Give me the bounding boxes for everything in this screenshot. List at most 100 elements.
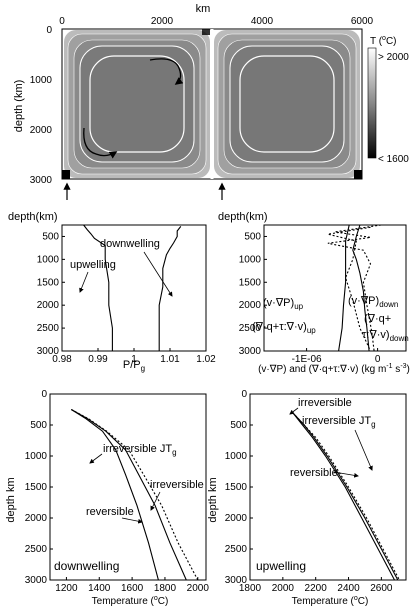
pressure-x-tick-label: 1.02 bbox=[196, 354, 216, 365]
top-x-tick-1: 2000 bbox=[151, 16, 174, 27]
top-y-tick-1: 1000 bbox=[30, 75, 53, 86]
annotation-vp-down: (v·∇P) bbox=[348, 295, 379, 307]
down-y-tick-label: 500 bbox=[30, 420, 47, 431]
up-series-reversible bbox=[292, 412, 395, 581]
up-y-tick-label: 1000 bbox=[225, 451, 248, 462]
up-annotation-irrev-jt: irreversible JT bbox=[302, 415, 371, 427]
terms-y-tick-label: 1000 bbox=[239, 254, 262, 265]
down-x-tick-label: 1200 bbox=[55, 583, 78, 594]
terms-series-v-p-up bbox=[338, 224, 350, 352]
terms-series-v-p-down bbox=[352, 224, 370, 352]
pressure-x-tick-label: 1.01 bbox=[160, 354, 180, 365]
down-y-tick-label: 2500 bbox=[25, 544, 48, 555]
top-x-tick-3: 6000 bbox=[351, 16, 374, 27]
terms-x-tick-label: -1E-06 bbox=[292, 354, 322, 365]
up-y-tick-label: 0 bbox=[241, 389, 247, 400]
terms-y-tick-label: 500 bbox=[244, 231, 261, 242]
down-y-tick-label: 1000 bbox=[25, 451, 48, 462]
pressure-series-downwelling bbox=[158, 226, 182, 351]
up-corner-label: upwelling bbox=[256, 559, 306, 573]
colorbar-min-label: < 1600 bbox=[378, 154, 409, 165]
down-series-reversible bbox=[71, 409, 159, 581]
up-annotation-irrev: irreversible bbox=[298, 397, 352, 409]
svg-text:τ:∇·v)down: τ:∇·v)down bbox=[362, 329, 409, 343]
pressure-x-axis-label: P/P bbox=[123, 359, 141, 371]
annotation-downwelling: downwelling bbox=[100, 238, 160, 250]
svg-text:(v·∇P) and (∇·q+τ:∇·v) (kg m-1: (v·∇P) and (∇·q+τ:∇·v) (kg m-1 s-3) bbox=[258, 363, 410, 375]
down-x-tick-label: 2000 bbox=[187, 583, 210, 594]
pressure-y-tick-label: 3000 bbox=[37, 346, 60, 357]
annotation-dq-down-1: (∇·q+ bbox=[364, 313, 391, 325]
svg-text:T (oC): T (oC) bbox=[370, 35, 397, 47]
terms-x-axis-label: (v·∇P) and (∇·q+τ:∇·v) (kg m bbox=[258, 364, 386, 375]
annotation-upwelling: upwelling bbox=[70, 259, 116, 271]
down-corner-label: downwelling bbox=[54, 559, 119, 573]
down-series-irreversible bbox=[71, 409, 187, 581]
up-x-tick-label: 2600 bbox=[370, 583, 393, 594]
top-y-tick-3: 3000 bbox=[30, 175, 53, 186]
up-y-axis-label: depth km bbox=[207, 477, 219, 522]
top-y-axis-label: depth (km) bbox=[13, 80, 25, 133]
down-x-axis-label: Temperature ( bbox=[92, 596, 155, 607]
pressure-x-tick-label: 0.99 bbox=[88, 354, 108, 365]
colorbar-max-label: > 2000 bbox=[378, 52, 409, 63]
down-y-tick-label: 3000 bbox=[25, 575, 48, 586]
down-y-axis-label: depth km bbox=[5, 477, 17, 522]
temperature-field-panel: km 0 2000 4000 6000 depth (km) 0 1000 20… bbox=[13, 3, 409, 200]
upwelling-temperature-panel: depth km 0 500 1000 1500 2000 2500 3000 1800 20… bbox=[207, 389, 407, 607]
up-x-tick-label: 2400 bbox=[337, 583, 360, 594]
terms-y-axis-label: depth(km) bbox=[218, 211, 268, 223]
up-x-tick-label: 2000 bbox=[272, 583, 295, 594]
down-annotation-irrev-jt: irreversible JT bbox=[103, 443, 172, 455]
annotation-vp-up: (v·∇P) bbox=[263, 297, 294, 309]
down-x-tick-label: 1400 bbox=[88, 583, 111, 594]
down-x-tick-label: 1800 bbox=[154, 583, 177, 594]
up-y-tick-label: 500 bbox=[230, 420, 247, 431]
top-x-tick-2: 4000 bbox=[251, 16, 274, 27]
terms-y-tick-label: 2000 bbox=[239, 300, 262, 311]
svg-text:irreversible JTg: irreversible JTg bbox=[103, 443, 177, 457]
top-x-axis-label: km bbox=[196, 3, 211, 15]
svg-text:P/Pg: P/Pg bbox=[123, 359, 145, 373]
svg-text:(v·∇P)up: (v·∇P)up bbox=[263, 297, 304, 311]
pressure-y-tick-label: 2000 bbox=[37, 300, 60, 311]
svg-text:(∇·q+τ:∇·v)up: (∇·q+τ:∇·v)up bbox=[252, 321, 316, 335]
pressure-y-tick-label: 1500 bbox=[37, 277, 60, 288]
up-series-irreversible bbox=[292, 412, 399, 581]
up-annotation-rev: reversible bbox=[290, 467, 338, 479]
up-y-tick-label: 3000 bbox=[225, 575, 248, 586]
svg-text:irreversible JTg: irreversible JTg bbox=[302, 415, 376, 429]
downwelling-temperature-panel: depth km 0 500 1000 1500 2000 2500 3000 1200 14… bbox=[5, 389, 209, 607]
pressure-x-tick-label: 0.98 bbox=[52, 354, 72, 365]
terms-axes-frame bbox=[263, 224, 407, 352]
terms-y-tick-label: 3000 bbox=[239, 346, 262, 357]
down-y-tick-label: 2000 bbox=[25, 513, 48, 524]
pressure-x-tick-label: 1 bbox=[131, 354, 137, 365]
colorbar-title: T ( bbox=[370, 36, 383, 47]
pressure-series-upwelling bbox=[83, 224, 113, 351]
top-y-tick-0: 0 bbox=[46, 25, 52, 36]
annotation-dq-down-2: τ:∇·v) bbox=[362, 329, 390, 341]
annotation-dq-up: (∇·q+τ:∇·v) bbox=[252, 321, 307, 333]
up-y-tick-label: 2500 bbox=[225, 544, 248, 555]
top-x-tick-0: 0 bbox=[59, 16, 65, 27]
terms-panel: depth(km) 500 1000 1500 2000 2500 3000 -1E-06… bbox=[218, 211, 410, 375]
down-y-tick-label: 1500 bbox=[25, 482, 48, 493]
pressure-y-tick-label: 1000 bbox=[37, 254, 60, 265]
terms-series-q-v-down bbox=[327, 224, 382, 352]
down-annotation-rev: reversible bbox=[86, 506, 134, 518]
top-y-tick-2: 2000 bbox=[30, 125, 53, 136]
terms-y-tick-label: 2500 bbox=[239, 323, 262, 334]
up-x-tick-label: 1800 bbox=[239, 583, 262, 594]
right-convection-cell bbox=[214, 30, 362, 179]
pressure-y-axis-label: depth(km) bbox=[8, 211, 58, 223]
up-y-tick-label: 2000 bbox=[225, 513, 248, 524]
svg-text:(v·∇P)down: (v·∇P)down bbox=[348, 295, 398, 309]
left-convection-cell bbox=[62, 29, 210, 179]
up-y-tick-label: 1500 bbox=[225, 482, 248, 493]
svg-text:Temperature (oC): Temperature (oC) bbox=[292, 595, 369, 607]
up-x-axis-label: Temperature ( bbox=[292, 596, 355, 607]
down-annotation-irrev: irreversible bbox=[150, 479, 204, 491]
terms-x-tick-label: 0 bbox=[375, 354, 381, 365]
